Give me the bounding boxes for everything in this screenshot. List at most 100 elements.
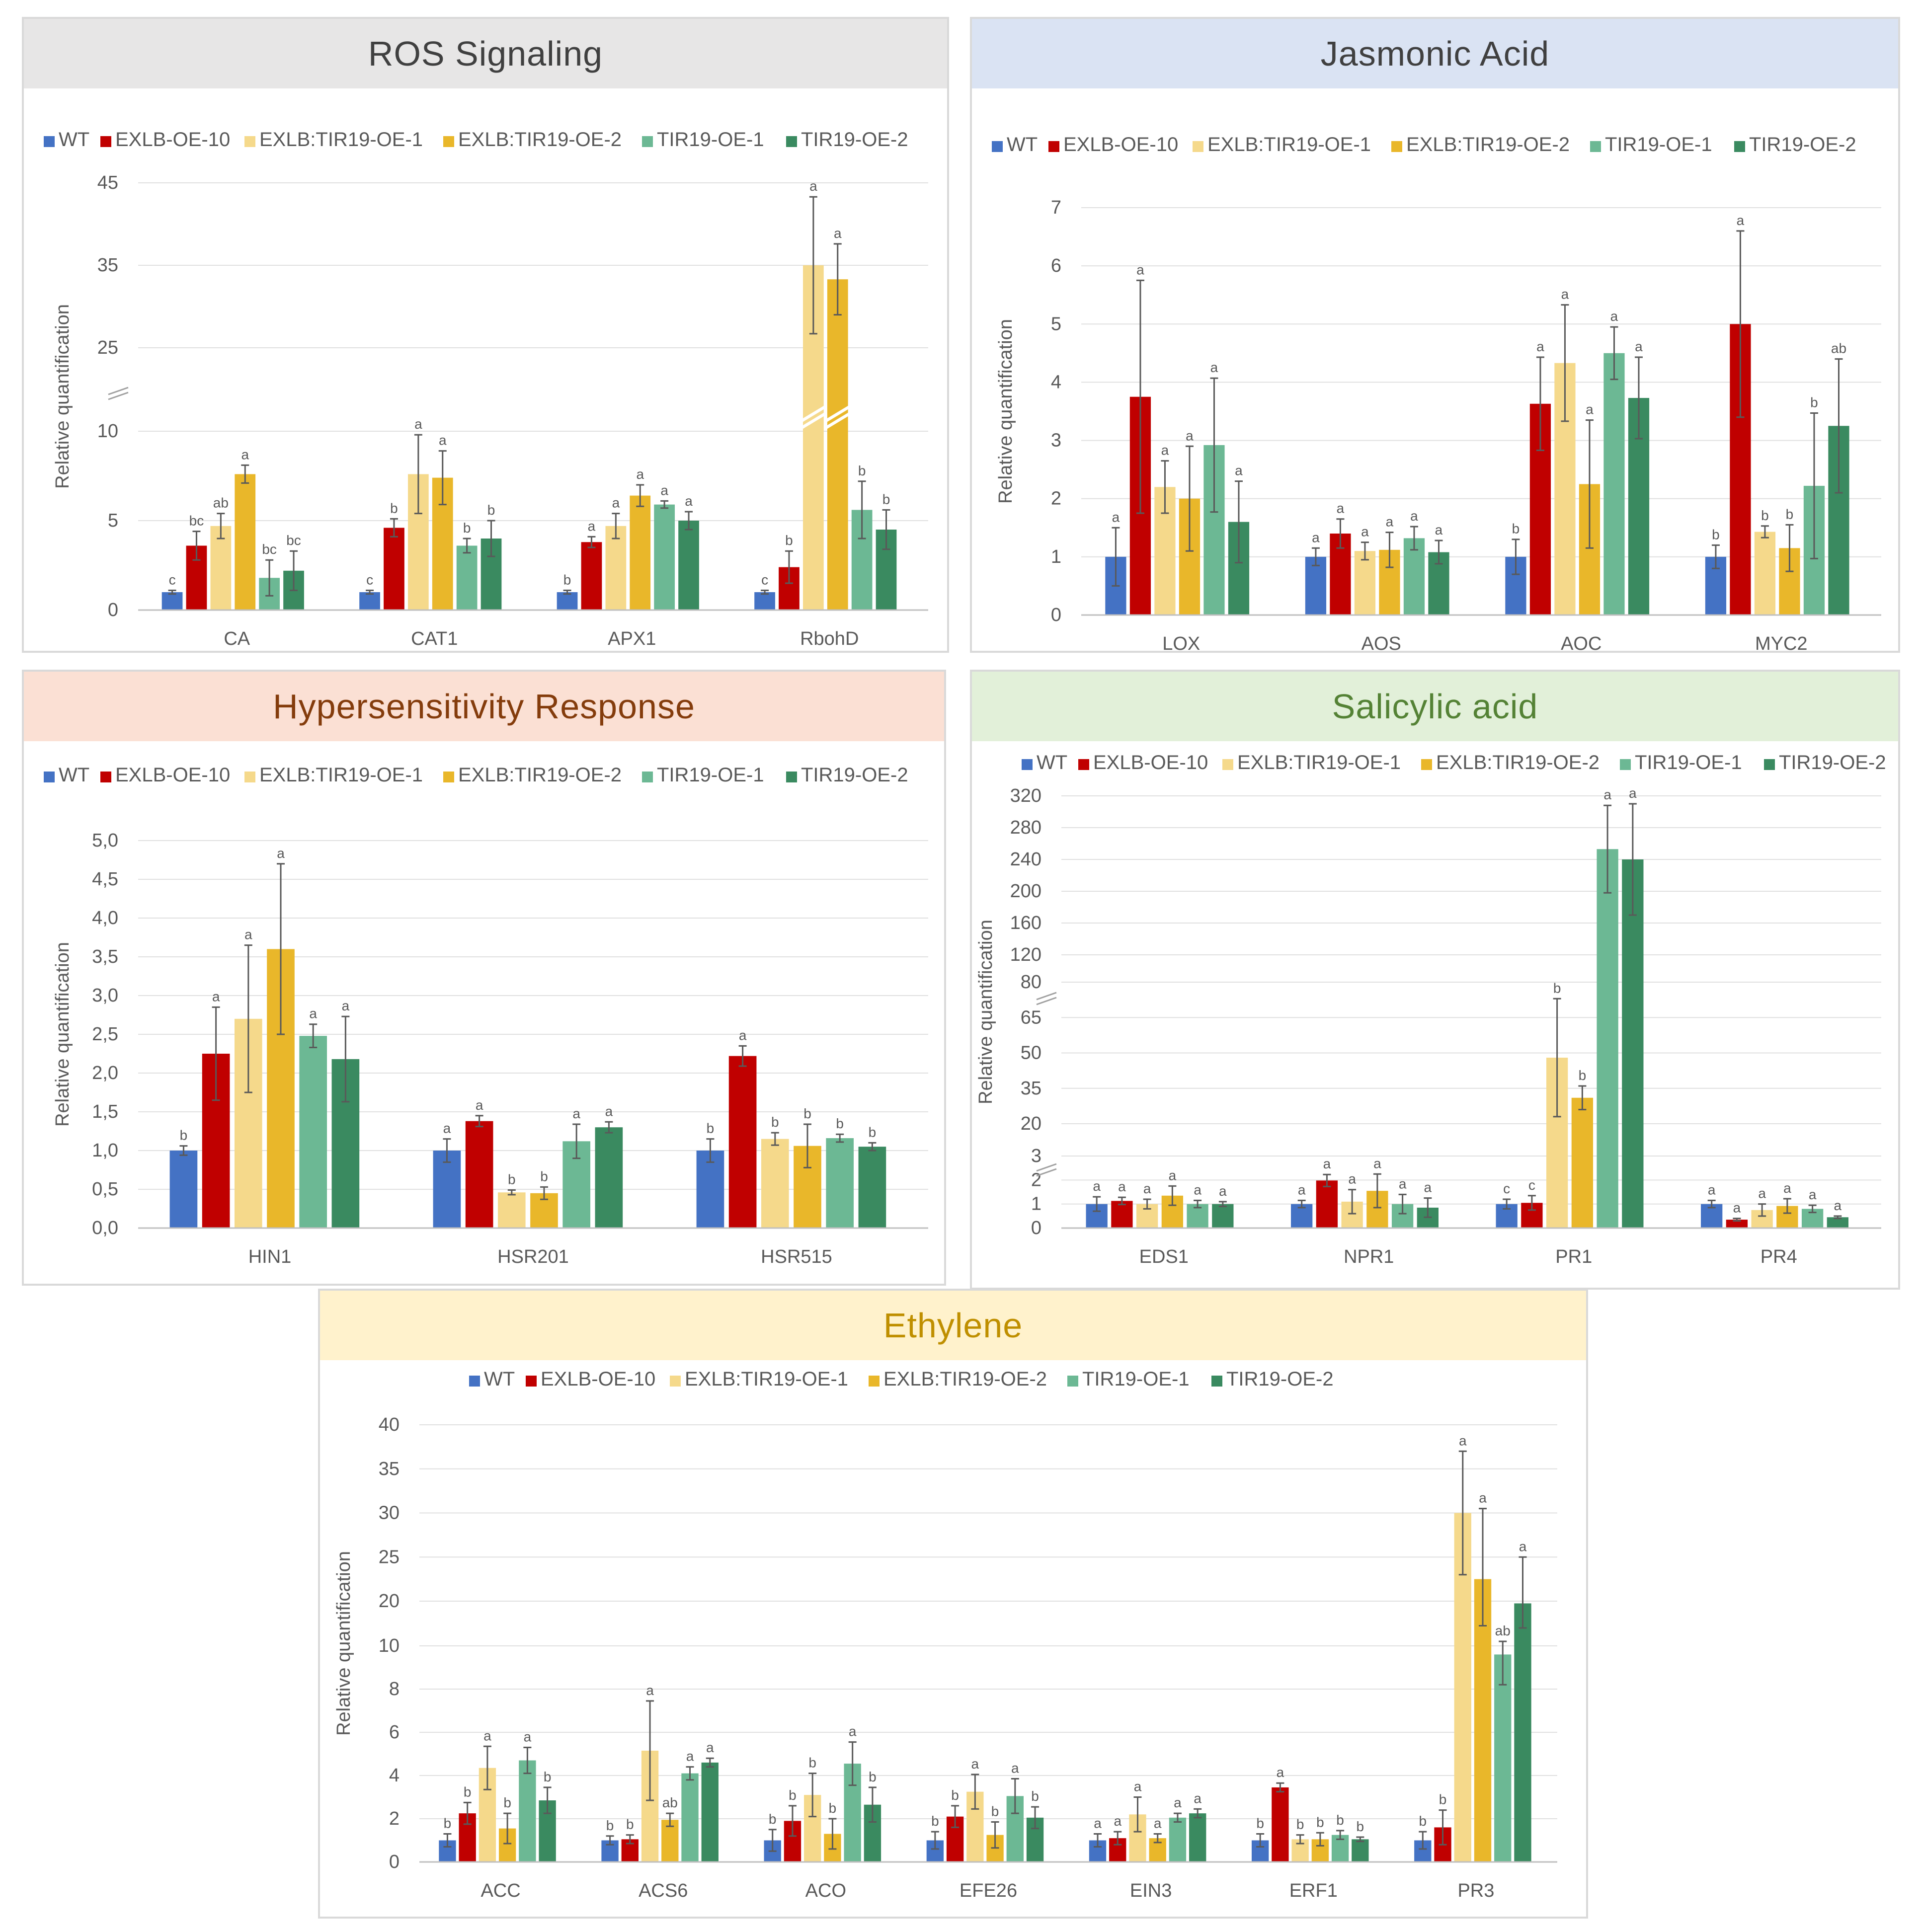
significance-letter: b <box>858 463 866 478</box>
x-tick-label: EIN3 <box>1130 1880 1172 1901</box>
chart-ros: WT EXLB-OE-10 EXLB:TIR19-OE-1 EXLB:TIR19-OE… <box>44 129 928 649</box>
error-bar <box>1610 326 1618 381</box>
error-bar <box>1093 1196 1101 1212</box>
x-tick-label: LOX <box>1162 633 1200 651</box>
significance-letter: a <box>1435 522 1443 538</box>
legend-label: WT <box>1037 752 1067 773</box>
bar <box>1189 1813 1206 1862</box>
significance-letter: a <box>1093 1178 1101 1194</box>
y-tick-label: 280 <box>1010 817 1041 838</box>
error-bar <box>563 589 571 595</box>
y-axis-label: Relative quantification <box>333 1551 354 1736</box>
error-bar <box>523 1746 532 1775</box>
x-tick-label: AOS <box>1361 633 1401 651</box>
x-tick-label: ACS6 <box>639 1880 688 1901</box>
error-bar <box>788 1805 797 1837</box>
x-tick-label: HSR201 <box>497 1246 569 1267</box>
panel-title: ROS Signaling <box>24 19 947 88</box>
y-tick-label: 200 <box>1010 881 1041 902</box>
x-tick-label: PR4 <box>1761 1246 1797 1267</box>
significance-letter: a <box>1154 1815 1162 1831</box>
legend-swatch <box>869 1376 880 1387</box>
bar <box>465 1121 493 1228</box>
panel-title: Salicylic acid <box>972 672 1898 741</box>
significance-letter: a <box>277 846 285 861</box>
legend-label: EXLB:TIR19-OE-2 <box>1436 752 1600 773</box>
legend-swatch <box>1222 759 1233 770</box>
legend-label: EXLB:TIR19-OE-1 <box>1237 752 1401 773</box>
bar <box>519 1760 536 1862</box>
error-bar <box>1711 544 1720 569</box>
error-bar <box>706 1757 714 1768</box>
y-tick-label: 30 <box>379 1503 400 1524</box>
significance-letter: a <box>809 178 817 194</box>
error-bar <box>991 1821 999 1849</box>
error-bar <box>265 559 274 597</box>
error-bar <box>828 1818 837 1850</box>
error-bar <box>179 1145 188 1156</box>
error-bar <box>1297 1199 1306 1209</box>
significance-letter: a <box>1169 1167 1177 1183</box>
legend-label: EXLB-OE-10 <box>541 1368 655 1390</box>
x-tick-label: PR1 <box>1555 1246 1592 1267</box>
bar <box>161 592 183 610</box>
significance-letter: a <box>1277 1765 1284 1780</box>
significance-letter: ab <box>1495 1623 1511 1638</box>
y-tick-label: 45 <box>97 172 118 193</box>
error-bar <box>626 1834 634 1845</box>
bar <box>654 504 675 610</box>
significance-letter: a <box>1235 463 1243 478</box>
error-bar <box>463 538 471 554</box>
significance-letter: b <box>390 500 398 516</box>
y-tick-label: 3,0 <box>92 985 118 1006</box>
error-bar <box>1503 1198 1511 1210</box>
error-bar <box>738 1045 747 1067</box>
x-tick-label: ACO <box>805 1880 846 1901</box>
significance-letter: a <box>605 1103 613 1119</box>
significance-letter: b <box>444 1815 452 1831</box>
y-tick-label: 320 <box>1010 785 1041 806</box>
error-bar <box>882 509 890 550</box>
significance-letter: b <box>503 1795 511 1810</box>
y-tick-label: 35 <box>379 1459 400 1479</box>
y-tick-label: 0,0 <box>92 1218 118 1238</box>
bar <box>754 592 775 610</box>
significance-letter: b <box>563 572 571 587</box>
legend-swatch <box>670 1376 681 1387</box>
significance-letter: a <box>1323 1156 1331 1171</box>
significance-letter: a <box>646 1683 654 1698</box>
significance-letter: a <box>1174 1795 1182 1810</box>
significance-letter: b <box>540 1168 548 1184</box>
y-tick-label: 240 <box>1010 849 1041 870</box>
chart-sa: WT EXLB-OE-10 EXLB:TIR19-OE-1 EXLB:TIR19-OE… <box>975 752 1886 1267</box>
significance-letter: a <box>834 226 842 241</box>
error-bar <box>1094 1833 1102 1848</box>
error-bar <box>1348 1189 1357 1215</box>
significance-letter: a <box>1112 509 1120 525</box>
significance-letter: b <box>785 533 793 548</box>
bar <box>595 1127 623 1228</box>
significance-letter: b <box>869 1769 877 1784</box>
significance-letter: b <box>180 1128 188 1143</box>
legend-label: TIR19-OE-2 <box>801 764 908 786</box>
error-bar <box>1218 1201 1227 1207</box>
error-bar <box>1118 1196 1126 1206</box>
error-bar <box>587 536 596 548</box>
error-bar <box>606 1835 614 1846</box>
bar <box>858 1147 886 1228</box>
legend-swatch <box>992 141 1003 152</box>
significance-letter: a <box>1708 1182 1716 1197</box>
legend-label: WT <box>484 1368 515 1390</box>
panel-hypersensitivity-response: Hypersensitivity Response WT EXLB-OE-10 EX… <box>22 670 946 1286</box>
bar <box>169 1151 198 1228</box>
significance-letter: a <box>1386 514 1394 530</box>
y-tick-label: 25 <box>97 337 118 358</box>
legend-label: TIR19-OE-1 <box>657 129 764 151</box>
panel-ros-signaling: ROS Signaling WT EXLB-OE-10 EXLB:TIR19-OE-… <box>22 17 949 653</box>
bar <box>728 1056 757 1228</box>
significance-letter: b <box>789 1787 797 1803</box>
error-bar <box>1527 1195 1536 1211</box>
error-bar <box>1112 527 1120 587</box>
panel-salicylic-acid: Salicylic acid WT EXLB-OE-10 EXLB:TIR19-OE… <box>970 670 1900 1290</box>
y-tick-label: 2 <box>389 1808 400 1829</box>
